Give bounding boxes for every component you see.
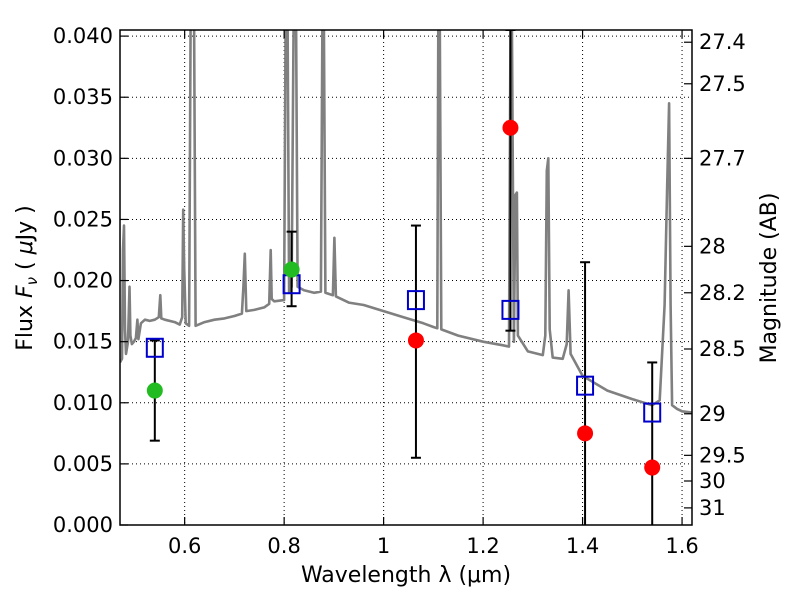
error-bars [149, 30, 658, 525]
y-axis-left-label: Flux Fν ( μJy ) [13, 205, 41, 350]
right-tick-label: 29 [699, 402, 726, 426]
right-tick-label: 28.2 [699, 281, 746, 305]
y-tick-label: 0.000 [53, 513, 113, 537]
right-tick-label: 27.7 [699, 146, 746, 170]
y-tick-label: 0.010 [53, 391, 113, 415]
y-tick-label: 0.025 [53, 207, 113, 231]
y-axis-left: 0.000 0.005 0.010 0.015 0.020 0.025 0.030 0.035… [53, 24, 128, 537]
right-tick-label: 28.5 [699, 337, 746, 361]
right-tick-label: 27.5 [699, 72, 746, 96]
x-tick-label: 1.2 [466, 534, 499, 558]
model-photometry-square [145, 337, 164, 358]
x-tick-label: 1 [377, 534, 390, 558]
y-tick-label: 0.005 [53, 452, 113, 476]
detection-point [283, 261, 300, 278]
x-axis-label: Wavelength λ (μm) [301, 563, 511, 588]
grid [120, 30, 692, 526]
x-axis: 0.6 0.8 1 1.2 1.4 1.6 [168, 30, 699, 558]
x-tick-label: 1.6 [665, 534, 698, 558]
plot-frame [119, 29, 693, 526]
model-photometry-square [576, 375, 595, 396]
nondetection-point [644, 459, 661, 476]
x-tick-label: 0.8 [267, 534, 300, 558]
right-tick-label: 28 [699, 234, 726, 258]
nondetection-point [407, 332, 424, 349]
right-tick-label: 27.4 [699, 30, 746, 54]
nondetection-point [502, 119, 519, 136]
right-tick-label: 30 [699, 469, 726, 493]
markers [145, 119, 662, 476]
nondetection-point [577, 425, 594, 442]
y-axis-right: 27.4 27.5 27.7 28 28.2 28.5 29 29.530 31 [684, 30, 746, 520]
right-tick-label: 29.5 [699, 443, 746, 467]
y-axis-left-label-text: Flux Fν ( μJy ) [13, 205, 41, 350]
y-tick-label: 0.030 [53, 146, 113, 170]
model-photometry-square [406, 290, 425, 311]
right-tick-label: 31 [699, 496, 726, 520]
y-tick-label: 0.020 [53, 269, 113, 293]
x-tick-label: 1.4 [566, 534, 599, 558]
y-tick-label: 0.040 [53, 24, 113, 48]
y-tick-label: 0.015 [53, 330, 113, 354]
y-axis-right-label: Magnitude (AB) [757, 193, 782, 364]
model-photometry-square [643, 402, 662, 423]
y-tick-label: 0.035 [53, 85, 113, 109]
sed-line [120, 30, 693, 414]
x-tick-label: 0.6 [168, 534, 201, 558]
detection-point [146, 382, 163, 399]
model-photometry-square [501, 299, 520, 320]
